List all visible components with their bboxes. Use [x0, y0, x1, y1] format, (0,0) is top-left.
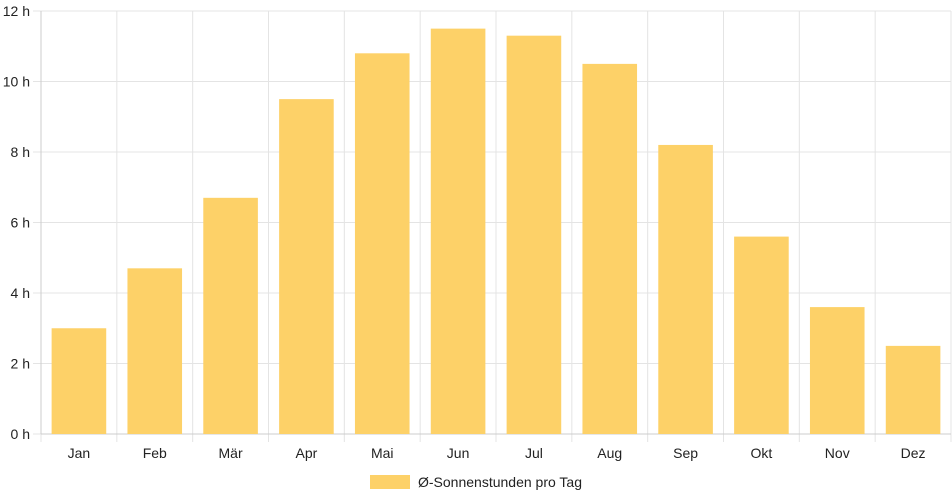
bar: [279, 99, 334, 434]
x-tick-label: Dez: [901, 445, 926, 461]
y-tick-label: 10 h: [3, 74, 30, 90]
x-tick-label: Nov: [825, 445, 850, 461]
y-axis-ticks: 0 h 2 h 4 h 6 h 8 h 10 h 12 h: [3, 3, 30, 442]
y-tick-label: 6 h: [11, 215, 30, 231]
x-axis-ticks: Jan Feb Mär Apr Mai Jun Jul Aug Sep Okt Nov Dez: [68, 445, 926, 461]
bar: [809, 307, 865, 434]
x-tick-label: Jun: [447, 445, 470, 461]
y-tick-label: 8 h: [11, 144, 30, 160]
legend[interactable]: Ø-Sonnenstunden pro Tag: [370, 474, 582, 490]
y-tick-label: 4 h: [11, 285, 30, 301]
bar: [127, 268, 183, 434]
x-tick-label: Mär: [219, 445, 243, 461]
x-tick-label: Okt: [751, 445, 773, 461]
bar: [658, 144, 713, 434]
bar: [506, 35, 562, 435]
y-tick-label: 2 h: [11, 356, 30, 372]
bar: [354, 53, 410, 435]
x-tick-label: Apr: [296, 445, 318, 461]
x-tick-label: Jan: [68, 445, 91, 461]
bars: [51, 28, 941, 435]
x-tick-label: Sep: [673, 445, 698, 461]
bar: [51, 328, 107, 434]
bar: [203, 197, 258, 434]
x-tick-label: Feb: [143, 445, 167, 461]
legend-label: Ø-Sonnenstunden pro Tag: [418, 474, 582, 490]
bar: [430, 28, 486, 434]
y-tick-label: 0 h: [11, 426, 30, 442]
x-tick-label: Mai: [371, 445, 394, 461]
bar: [885, 345, 941, 434]
legend-swatch: [370, 475, 410, 489]
x-tick-label: Aug: [597, 445, 622, 461]
grid-lines: [33, 10, 952, 442]
bar: [734, 236, 789, 434]
bar: [582, 63, 638, 434]
x-tick-label: Jul: [525, 445, 543, 461]
y-tick-label: 12 h: [3, 3, 30, 19]
